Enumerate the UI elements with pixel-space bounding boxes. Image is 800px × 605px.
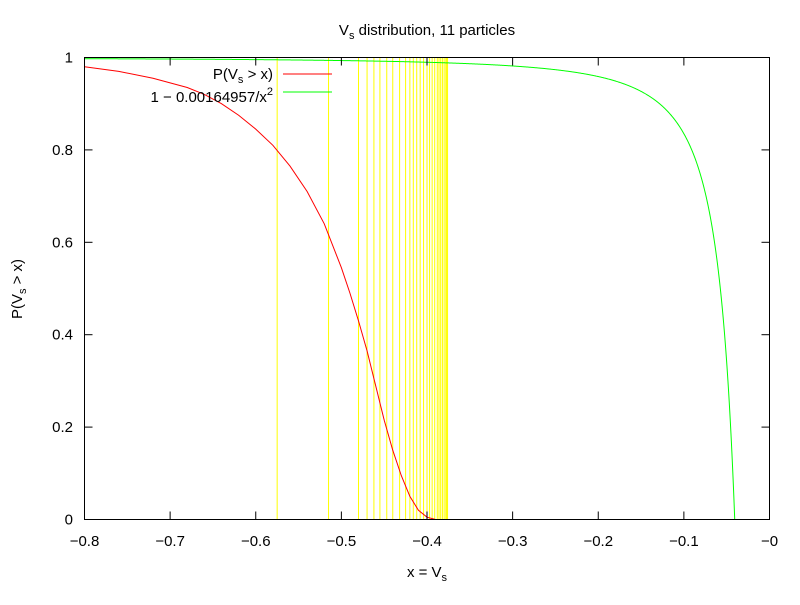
yellow-vertical-lines [276, 57, 449, 520]
legend: P(Vs > x) 1 − 0.00164957/x2 [151, 66, 332, 106]
x-tick-label: −0.5 [327, 533, 357, 550]
x-tick-label: −0.4 [412, 533, 442, 550]
x-tick-label: −0.1 [669, 533, 699, 550]
x-tick-label: −0.3 [498, 533, 528, 550]
x-axis-ticks: −0.8 −0.7 −0.6 −0.5 −0.4 −0.3 −0.2 −0.1 −0 [70, 57, 778, 550]
y-tick-label: 1 [65, 50, 73, 67]
legend-label-fit: 1 − 0.00164957/x2 [151, 86, 273, 106]
chart-title: Vs distribution, 11 particles [339, 22, 515, 42]
x-tick-label: −0.8 [70, 533, 100, 550]
y-axis-label: P(Vs > x) [9, 259, 29, 319]
x-tick-label: −0.7 [155, 533, 185, 550]
legend-label-probability: P(Vs > x) [213, 66, 273, 86]
y-axis-ticks: 0 0.2 0.4 0.6 0.8 1 [52, 50, 770, 529]
y-tick-label: 0.6 [52, 234, 73, 251]
x-tick-label: −0.6 [241, 533, 271, 550]
y-tick-label: 0.4 [52, 327, 73, 344]
series-line-probability [84, 66, 624, 520]
y-tick-label: 0 [65, 512, 73, 529]
series-layer [84, 58, 736, 520]
y-tick-label: 0.2 [52, 419, 73, 436]
x-tick-label: −0 [761, 533, 778, 550]
y-tick-label: 0.8 [52, 142, 73, 159]
x-tick-label: −0.2 [583, 533, 613, 550]
series-line-fit [84, 58, 736, 520]
x-axis-label: x = Vs [407, 564, 448, 584]
